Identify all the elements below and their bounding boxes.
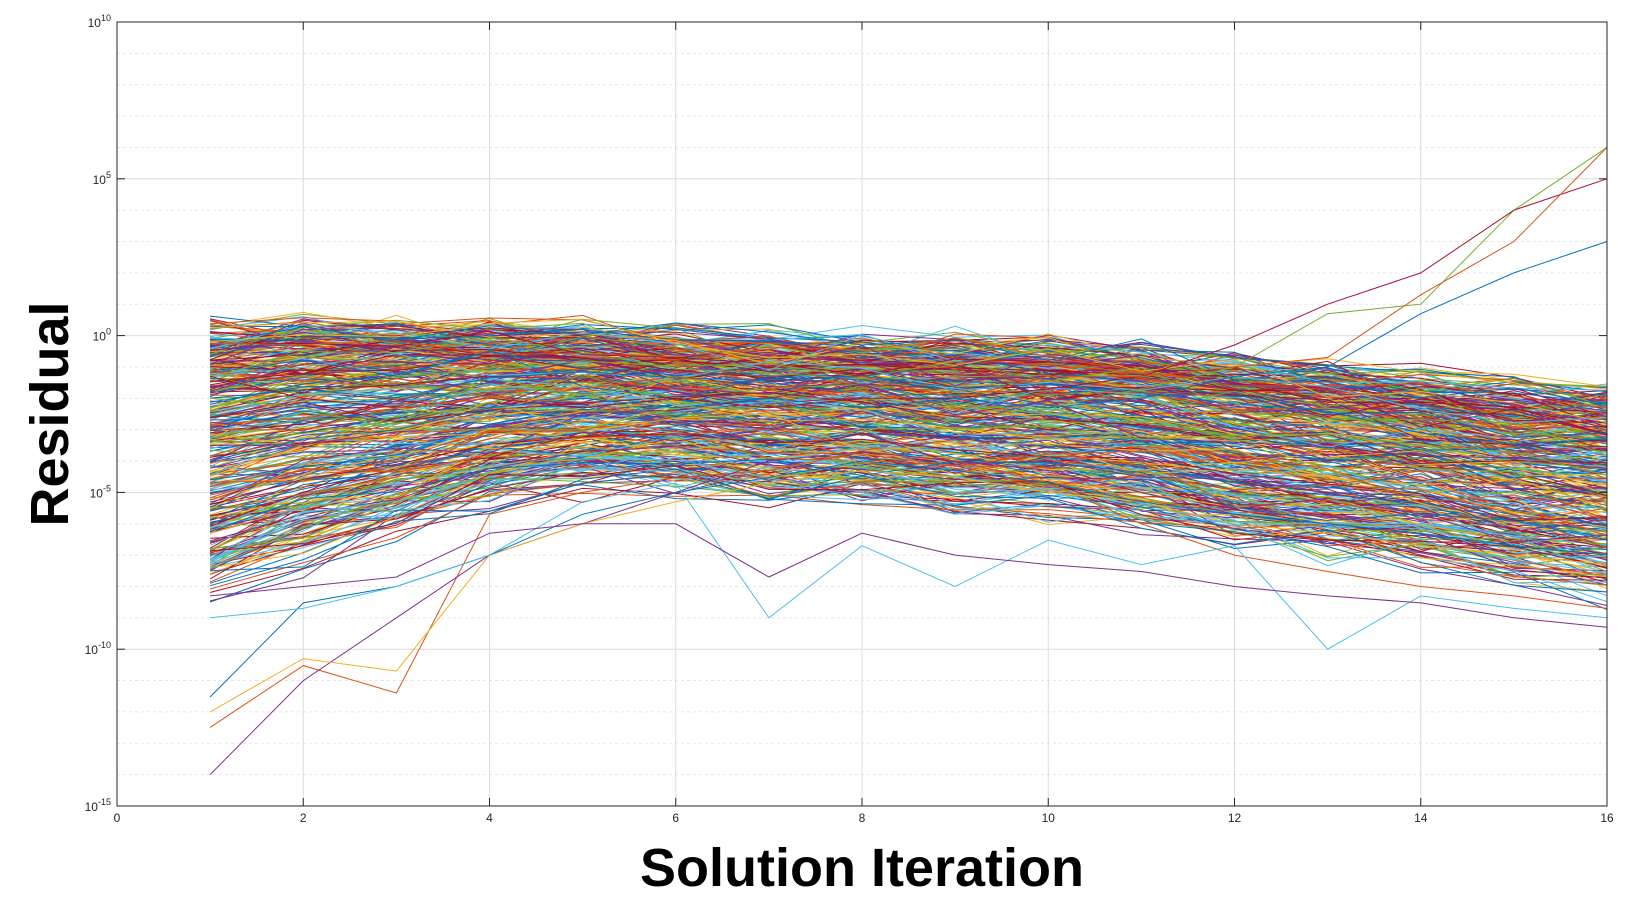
series-line <box>209 477 1608 578</box>
series-line <box>209 324 1608 391</box>
series-line <box>210 410 1608 491</box>
series-line <box>209 350 1608 451</box>
series-line <box>209 327 1608 423</box>
series-line <box>210 425 1608 535</box>
series-line <box>209 383 1608 464</box>
series-line <box>210 330 1608 413</box>
series-line <box>210 320 1608 410</box>
series-line <box>209 455 1608 574</box>
series-line <box>209 468 1608 610</box>
series-line <box>210 339 1608 428</box>
series-line <box>210 375 1608 469</box>
x-tick-label: 6 <box>672 811 679 825</box>
series-line <box>209 460 1608 572</box>
x-tick-label: 2 <box>300 811 307 825</box>
series-line <box>210 323 1608 401</box>
series-line <box>210 353 1608 436</box>
series-line <box>209 377 1608 470</box>
series-line <box>209 426 1608 537</box>
series-lines <box>209 146 1608 775</box>
x-tick-label: 10 <box>1042 811 1056 825</box>
y-tick-label: 105 <box>93 170 111 187</box>
series-line <box>210 420 1608 532</box>
series-line-outlier <box>209 241 1608 462</box>
series-line <box>209 435 1608 559</box>
series-line <box>210 360 1608 446</box>
series-line <box>209 465 1608 584</box>
series-line <box>210 383 1608 495</box>
series-line <box>209 414 1608 520</box>
y-tick-label: 1010 <box>88 13 111 30</box>
series-line <box>210 371 1608 445</box>
x-tick-label: 0 <box>114 811 121 825</box>
y-axis-title: Residual <box>20 301 80 526</box>
series-line <box>209 472 1608 590</box>
series-line <box>209 413 1608 509</box>
series-line <box>210 374 1608 476</box>
x-tick-label: 12 <box>1228 811 1242 825</box>
series-line <box>210 374 1608 496</box>
series-line <box>209 471 1608 581</box>
series-line <box>210 315 1608 409</box>
series-line <box>209 337 1608 440</box>
series-line <box>209 467 1608 584</box>
series-line <box>209 430 1608 521</box>
series-line <box>210 435 1608 545</box>
y-tick-label: 10-5 <box>90 483 111 500</box>
series-line <box>209 421 1608 539</box>
x-tick-label: 4 <box>486 811 493 825</box>
series-line <box>210 420 1608 521</box>
series-line <box>210 353 1608 424</box>
x-tick-label: 8 <box>859 811 866 825</box>
series-line <box>210 391 1608 464</box>
series-line <box>209 466 1608 562</box>
series-line <box>210 337 1608 409</box>
series-line <box>210 360 1608 456</box>
y-tick-label: 10-15 <box>85 797 111 814</box>
y-tick-label: 10-10 <box>85 640 111 657</box>
series-line <box>210 393 1608 498</box>
series-line <box>209 476 1608 606</box>
series-line-outlier <box>210 523 1608 628</box>
series-line <box>210 449 1608 552</box>
series-line <box>210 323 1608 412</box>
y-axis-ticks: 1010 105 100 10-5 10-10 10-15 <box>85 13 1607 814</box>
x-tick-label: 16 <box>1600 811 1614 825</box>
series-line <box>209 358 1608 448</box>
x-axis-ticks: 0 2 4 6 8 10 12 14 16 <box>114 22 1614 825</box>
series-line <box>209 492 1608 583</box>
series-line <box>209 399 1608 484</box>
y-tick-label: 100 <box>93 327 111 344</box>
series-line <box>209 458 1608 541</box>
series-line <box>210 393 1608 489</box>
series-line <box>210 405 1608 493</box>
series-line-outlier <box>210 147 1608 431</box>
series-line-outlier <box>210 482 1608 650</box>
series-line <box>209 433 1608 521</box>
series-line <box>209 449 1608 566</box>
series-line <box>209 446 1608 558</box>
series-line <box>209 458 1608 564</box>
series-line <box>210 322 1608 407</box>
series-line-outlier <box>209 469 1608 713</box>
series-line <box>210 318 1608 423</box>
x-axis-title: Solution Iteration <box>640 838 1084 898</box>
series-line <box>210 354 1608 438</box>
series-line <box>209 409 1608 529</box>
x-tick-label: 14 <box>1414 811 1428 825</box>
series-line <box>210 465 1608 568</box>
